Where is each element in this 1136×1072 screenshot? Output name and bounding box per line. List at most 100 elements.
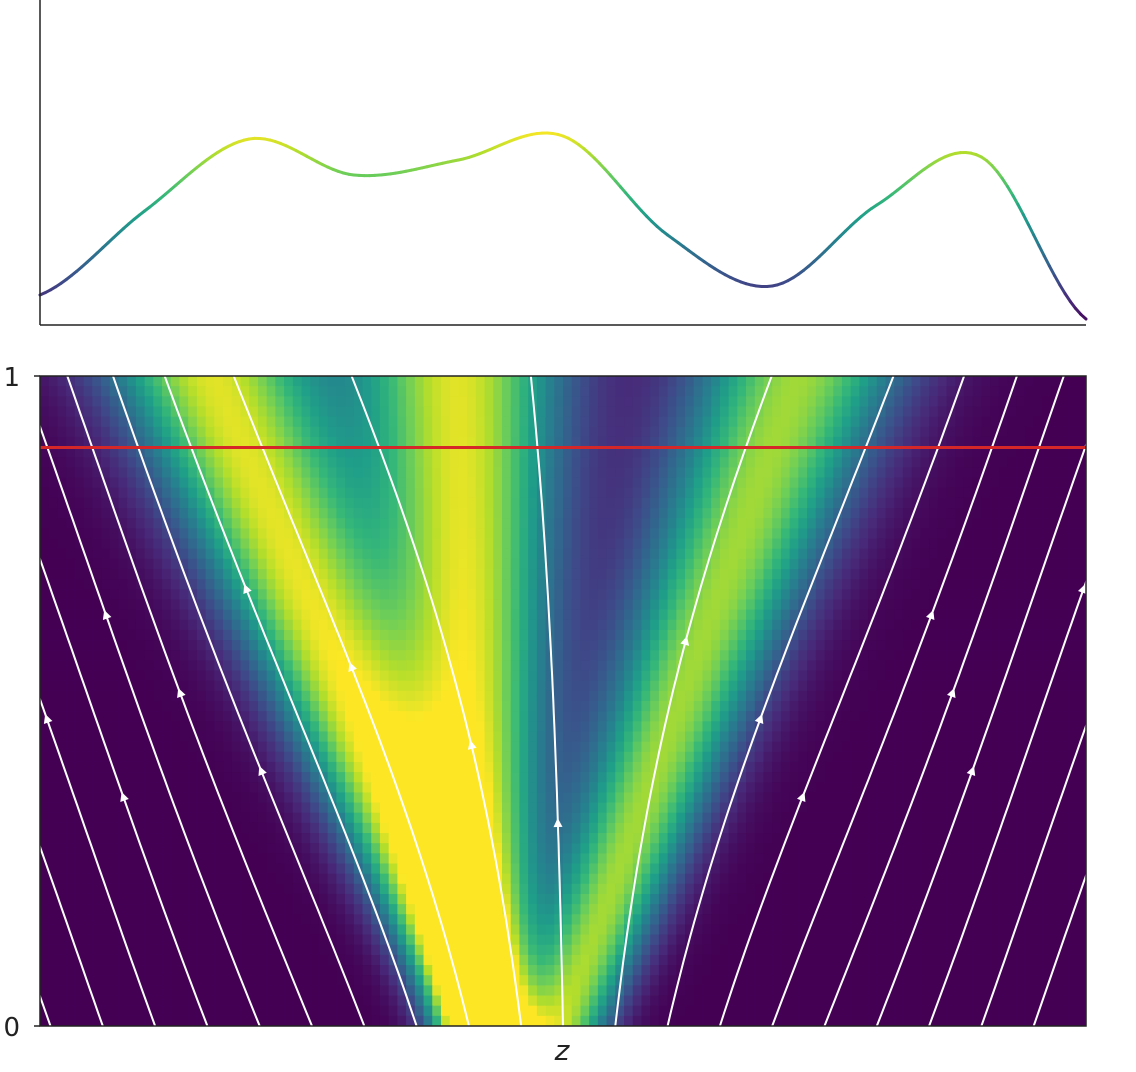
heatmap-cell (920, 599, 930, 611)
heatmap-cell (868, 386, 878, 397)
heatmap-cell (929, 711, 939, 722)
heatmap-cell (440, 609, 451, 621)
heatmap-cell (641, 629, 651, 641)
heatmap-cell (536, 426, 547, 438)
heatmap-cell (275, 386, 285, 397)
heatmap-cell (301, 426, 311, 438)
heatmap-cell (719, 386, 730, 397)
heatmap-cell (571, 497, 582, 509)
heatmap-cell (963, 650, 974, 661)
heatmap-cell (955, 447, 965, 458)
heatmap-cell (475, 660, 486, 672)
heatmap-cell (606, 518, 616, 529)
heatmap-cell (144, 568, 154, 580)
heatmap-cell (824, 650, 834, 661)
heatmap-cell (310, 467, 320, 479)
heatmap-cell (772, 538, 782, 550)
heatmap-cell (1024, 690, 1035, 702)
heatmap-cell (310, 609, 320, 621)
heatmap-cell (719, 650, 730, 661)
heatmap-cell (955, 558, 965, 570)
heatmap-cell (1068, 447, 1078, 458)
heatmap-cell (815, 670, 826, 682)
heatmap-cell (336, 629, 346, 641)
heatmap-cell (929, 416, 939, 428)
heatmap-cell (885, 589, 895, 601)
heatmap-cell (1024, 721, 1035, 733)
heatmap-cell (109, 670, 120, 682)
heatmap-cell (798, 761, 808, 773)
heatmap-cell (336, 568, 346, 580)
heatmap-cell (641, 406, 651, 418)
heatmap-cell (580, 711, 590, 722)
heatmap-cell (1059, 690, 1070, 702)
heatmap-cell (144, 528, 154, 540)
heatmap-cell (780, 670, 791, 682)
heatmap-cell (807, 589, 817, 601)
heatmap-cell (894, 579, 904, 590)
heatmap-cell (345, 538, 355, 550)
heatmap-cell (911, 772, 921, 783)
heatmap-cell (484, 548, 494, 560)
heatmap-cell (170, 558, 181, 570)
heatmap-cell (685, 376, 695, 387)
heatmap-cell (327, 680, 337, 692)
heatmap-cell (345, 680, 355, 692)
heatmap-cell (963, 376, 974, 387)
heatmap-cell (850, 406, 860, 418)
heatmap-cell (432, 457, 442, 469)
heatmap-cell (833, 406, 843, 418)
heatmap-cell (894, 508, 904, 519)
heatmap-cell (772, 436, 782, 448)
heatmap-cell (327, 772, 337, 783)
heatmap-cell (109, 497, 120, 509)
heatmap-cell (275, 680, 285, 692)
heatmap-cell (362, 426, 372, 438)
heatmap-cell (929, 396, 939, 408)
heatmap-cell (972, 701, 982, 712)
heatmap-cell (876, 629, 887, 641)
heatmap-cell (798, 629, 808, 641)
heatmap-cell (1068, 548, 1078, 560)
heatmap-cell (249, 558, 259, 570)
heatmap-cell (563, 670, 573, 682)
heatmap-cell (702, 701, 712, 712)
heatmap-cell (885, 579, 895, 590)
heatmap-cell (353, 640, 364, 651)
heatmap-cell (658, 640, 669, 651)
heatmap-cell (414, 609, 425, 621)
heatmap-cell (702, 731, 712, 743)
heatmap-cell (519, 568, 529, 580)
heatmap-cell (1042, 426, 1052, 438)
heatmap-cell (266, 447, 276, 458)
heatmap-cell (440, 508, 451, 519)
heatmap-cell (371, 568, 381, 580)
heatmap-cell (484, 426, 494, 438)
heatmap-cell (632, 772, 643, 783)
heatmap-cell (981, 426, 991, 438)
heatmap-cell (144, 467, 154, 479)
heatmap-cell (118, 680, 128, 692)
heatmap-cell (371, 579, 381, 590)
heatmap-cell (972, 690, 982, 702)
heatmap-cell (580, 609, 590, 621)
heatmap-cell (719, 629, 730, 641)
heatmap-cell (484, 711, 494, 722)
heatmap-cell (135, 589, 146, 601)
heatmap-cell (327, 599, 337, 611)
heatmap-cell (127, 650, 137, 661)
heatmap-cell (911, 579, 921, 590)
heatmap-cell (153, 406, 163, 418)
heatmap-cell (1068, 761, 1078, 773)
heatmap-cell (440, 741, 451, 753)
heatmap-cell (1033, 396, 1044, 408)
heatmap-cell (536, 680, 547, 692)
heatmap-cell (807, 558, 817, 570)
heatmap-cell (841, 711, 852, 722)
heatmap-cell (475, 376, 486, 387)
heatmap-cell (981, 487, 991, 499)
heatmap-cell (440, 376, 451, 387)
heatmap-cell (667, 467, 677, 479)
heatmap-cell (327, 721, 337, 733)
heatmap-cell (66, 721, 76, 733)
